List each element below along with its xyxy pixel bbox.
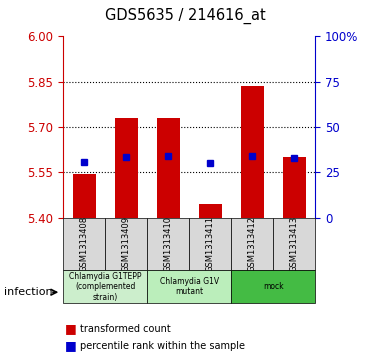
Bar: [147, 218, 189, 270]
Text: GSM1313410: GSM1313410: [164, 216, 173, 272]
Bar: [189, 218, 231, 270]
Text: ■: ■: [65, 339, 77, 352]
Text: transformed count: transformed count: [80, 323, 171, 334]
Bar: [105, 218, 147, 270]
Text: mock: mock: [263, 282, 283, 291]
Text: GSM1313409: GSM1313409: [122, 216, 131, 272]
Bar: [273, 218, 315, 270]
Bar: [147, 270, 231, 303]
Bar: [157, 118, 180, 218]
Text: GDS5635 / 214616_at: GDS5635 / 214616_at: [105, 7, 266, 24]
Bar: [199, 204, 222, 218]
Text: GSM1313412: GSM1313412: [248, 216, 257, 272]
Bar: [241, 86, 264, 218]
Bar: [73, 174, 96, 218]
Bar: [63, 270, 147, 303]
Text: Chlamydia G1TEPP
(complemented
strain): Chlamydia G1TEPP (complemented strain): [69, 272, 141, 302]
Bar: [283, 157, 306, 218]
Text: GSM1313408: GSM1313408: [80, 216, 89, 272]
Bar: [63, 218, 105, 270]
Bar: [231, 218, 273, 270]
Bar: [231, 270, 315, 303]
Text: infection: infection: [4, 287, 52, 297]
Text: GSM1313411: GSM1313411: [206, 216, 215, 272]
Text: Chlamydia G1V
mutant: Chlamydia G1V mutant: [160, 277, 219, 297]
Text: percentile rank within the sample: percentile rank within the sample: [80, 341, 245, 351]
Bar: [115, 118, 138, 218]
Text: GSM1313413: GSM1313413: [290, 216, 299, 272]
Text: ■: ■: [65, 322, 77, 335]
